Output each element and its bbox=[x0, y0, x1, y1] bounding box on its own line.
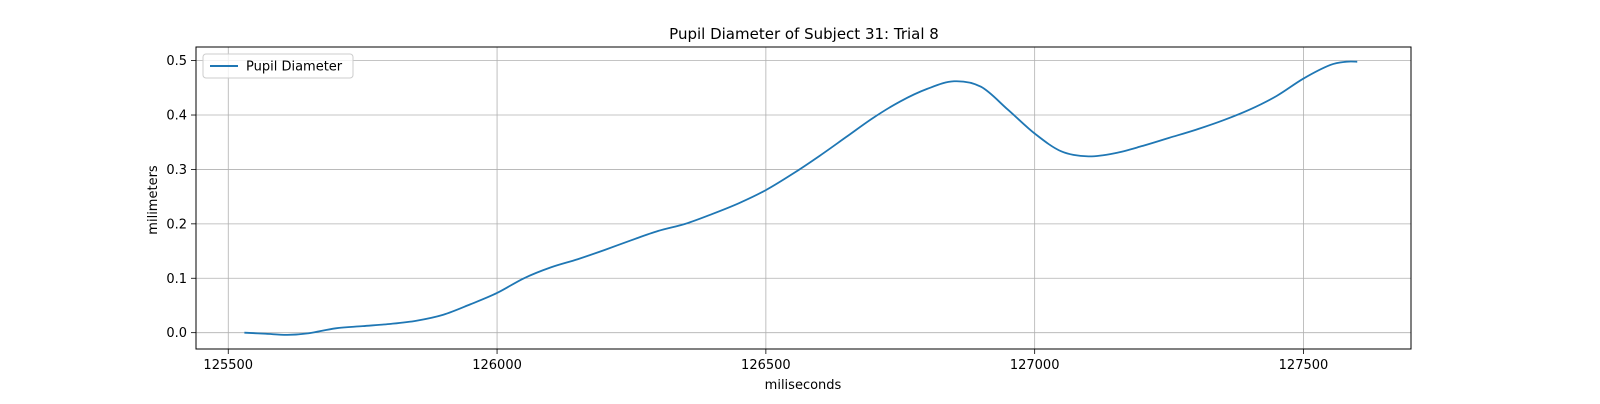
x-tick-label: 126500 bbox=[741, 358, 791, 373]
plot-area-frame bbox=[195, 46, 1412, 350]
y-tick-label: 0.3 bbox=[166, 163, 187, 178]
series-line-pupil-diameter bbox=[244, 60, 1358, 336]
data-point bbox=[900, 101, 901, 102]
x-tick-label: 125500 bbox=[203, 358, 253, 373]
data-point bbox=[765, 190, 766, 191]
y-tick-label: 0.1 bbox=[166, 272, 187, 287]
data-point bbox=[604, 249, 605, 250]
data-point bbox=[496, 292, 497, 293]
data-point bbox=[443, 314, 444, 315]
data-point bbox=[1115, 153, 1116, 154]
data-point bbox=[792, 173, 793, 174]
data-point bbox=[308, 333, 309, 334]
grid-lines bbox=[196, 47, 1411, 349]
data-point bbox=[1357, 61, 1358, 62]
data-point bbox=[1034, 133, 1035, 134]
data-point bbox=[265, 333, 266, 334]
data-point bbox=[550, 267, 551, 268]
data-point bbox=[1195, 129, 1196, 130]
data-point bbox=[287, 334, 288, 335]
x-axis-ticks: 125500 126000 126500 127000 127500 bbox=[203, 349, 1328, 373]
data-point bbox=[1007, 109, 1008, 110]
data-point bbox=[738, 203, 739, 204]
data-point bbox=[577, 259, 578, 260]
data-point bbox=[1330, 64, 1331, 65]
y-axis-label: milimeters bbox=[146, 165, 161, 235]
data-point bbox=[470, 304, 471, 305]
data-point bbox=[1168, 137, 1169, 138]
data-point bbox=[658, 230, 659, 231]
y-tick-label: 0.0 bbox=[166, 326, 187, 341]
x-tick-label: 127500 bbox=[1279, 358, 1329, 373]
y-tick-label: 0.5 bbox=[166, 54, 187, 69]
x-tick-label: 126000 bbox=[472, 358, 522, 373]
data-point bbox=[523, 278, 524, 279]
data-point bbox=[1222, 120, 1223, 121]
legend-box bbox=[202, 53, 354, 79]
series-layer bbox=[244, 60, 1358, 336]
x-tick-label: 127000 bbox=[1010, 358, 1060, 373]
data-point bbox=[1249, 109, 1250, 110]
data-point bbox=[244, 332, 245, 333]
data-point bbox=[389, 323, 390, 324]
data-point bbox=[819, 155, 820, 156]
data-point bbox=[980, 86, 981, 87]
x-axis-label: miliseconds bbox=[765, 378, 842, 393]
data-point bbox=[953, 81, 954, 82]
data-point bbox=[873, 117, 874, 118]
legend: Pupil Diameter bbox=[202, 53, 354, 79]
data-point bbox=[362, 326, 363, 327]
data-point bbox=[1346, 61, 1347, 62]
data-point bbox=[712, 213, 713, 214]
data-point bbox=[1088, 156, 1089, 157]
data-point bbox=[1303, 78, 1304, 79]
data-point bbox=[846, 136, 847, 137]
data-point bbox=[685, 223, 686, 224]
data-point bbox=[416, 320, 417, 321]
data-point bbox=[1142, 145, 1143, 146]
data-point bbox=[1276, 95, 1277, 96]
y-tick-label: 0.4 bbox=[166, 109, 187, 124]
chart-title: Pupil Diameter of Subject 31: Trial 8 bbox=[669, 25, 939, 43]
data-point bbox=[1061, 151, 1062, 152]
data-point bbox=[927, 88, 928, 89]
data-point bbox=[631, 240, 632, 241]
y-tick-label: 0.2 bbox=[166, 217, 187, 232]
data-point bbox=[335, 328, 336, 329]
legend-label-pupil-diameter: Pupil Diameter bbox=[246, 60, 343, 75]
y-axis-ticks: 0.0 0.1 0.2 0.3 0.4 0.5 bbox=[166, 54, 196, 341]
